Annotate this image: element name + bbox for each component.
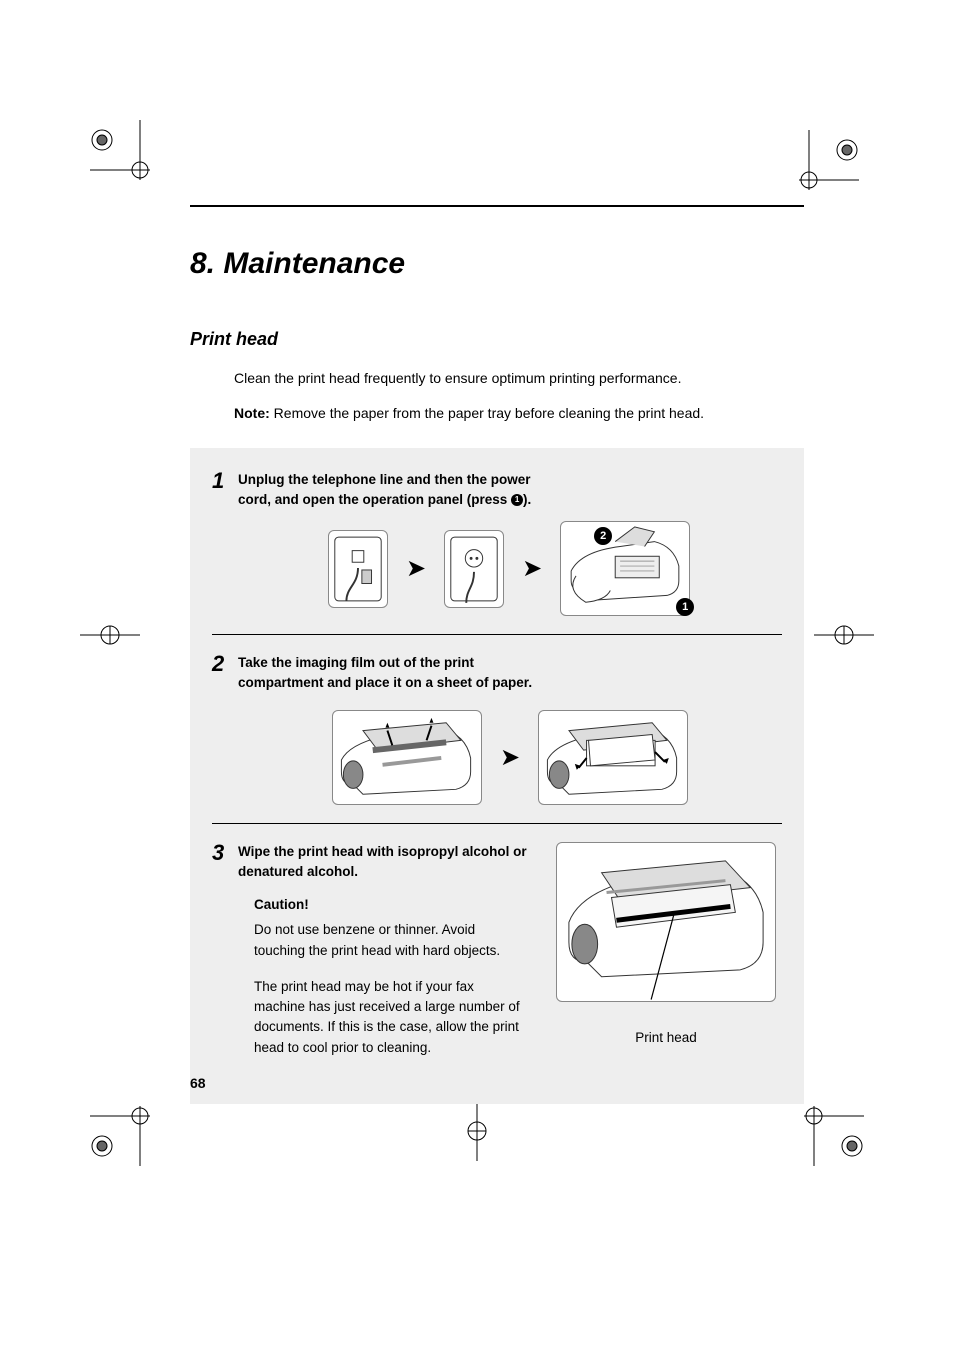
step-3-text-column: Wipe the print head with isopropyl alcoh…	[238, 842, 538, 1058]
steps-box: 1 Unplug the telephone line and then the…	[190, 448, 804, 1104]
page-number: 68	[190, 1075, 206, 1091]
reg-mark-mid-right	[804, 595, 884, 675]
step-text: Unplug the telephone line and then the p…	[238, 470, 538, 509]
intro-text: Clean the print head frequently to ensur…	[234, 368, 804, 389]
header-rule	[190, 205, 804, 207]
chapter-title: 8. Maintenance	[190, 247, 804, 281]
step-body: Wipe the print head with isopropyl alcoh…	[238, 842, 776, 1058]
illus-power-cord	[444, 530, 504, 608]
arrow-icon: ➤	[500, 743, 520, 772]
section-title: Print head	[190, 329, 804, 350]
step-body: Take the imaging film out of the print c…	[238, 653, 782, 805]
illus-phone-jack	[328, 530, 388, 608]
chapter-number: 8.	[190, 247, 215, 280]
step-1: 1 Unplug the telephone line and then the…	[212, 470, 782, 616]
step-2: 2 Take the imaging film out of the print…	[212, 653, 782, 805]
step-number: 3	[212, 842, 238, 864]
reg-mark-top-left	[80, 110, 160, 190]
step-1-illustrations: ➤ ➤ 2 1	[328, 521, 782, 616]
content-area: 8. Maintenance Print head Clean the prin…	[190, 205, 804, 1104]
step-number: 2	[212, 653, 238, 675]
step-separator	[212, 634, 782, 635]
illus-remove-film-2	[538, 710, 688, 805]
step-text: Take the imaging film out of the print c…	[238, 653, 538, 692]
step-2-illustrations: ➤	[238, 710, 782, 805]
step-text: Wipe the print head with isopropyl alcoh…	[238, 842, 538, 881]
reg-mark-bottom-right	[794, 1096, 874, 1176]
note-text: Remove the paper from the paper tray bef…	[274, 405, 704, 421]
caution-text-2: The print head may be hot if your fax ma…	[254, 977, 524, 1058]
callout-1: 1	[676, 598, 694, 616]
page-root: 8. Maintenance Print head Clean the prin…	[0, 0, 954, 1351]
step-separator	[212, 823, 782, 824]
step-3-illus-column: Print head	[556, 842, 776, 1058]
arrow-icon: ➤	[522, 554, 542, 583]
print-head-label: Print head	[556, 1030, 776, 1045]
illus-fax-wrap: 2 1	[560, 521, 690, 616]
illus-print-head	[556, 842, 776, 1002]
caution-label: Caution!	[254, 897, 538, 912]
arrow-icon: ➤	[406, 554, 426, 583]
reg-mark-bottom-left	[80, 1096, 160, 1176]
illus-fax-open-panel	[560, 521, 690, 616]
caution-text-1: Do not use benzene or thinner. Avoid tou…	[254, 920, 524, 961]
chapter-name: Maintenance	[223, 247, 405, 280]
step-number: 1	[212, 470, 238, 492]
section-intro: Clean the print head frequently to ensur…	[234, 368, 804, 424]
note-line: Note: Remove the paper from the paper tr…	[234, 403, 804, 424]
step-body: Unplug the telephone line and then the p…	[238, 470, 782, 616]
step-3: 3 Wipe the print head with isopropyl alc…	[212, 842, 782, 1058]
reg-mark-mid-left	[70, 595, 150, 675]
illus-remove-film-1	[332, 710, 482, 805]
reg-mark-top-right	[789, 120, 869, 200]
note-label: Note:	[234, 405, 270, 421]
bullet-1-icon: 1	[511, 494, 523, 506]
